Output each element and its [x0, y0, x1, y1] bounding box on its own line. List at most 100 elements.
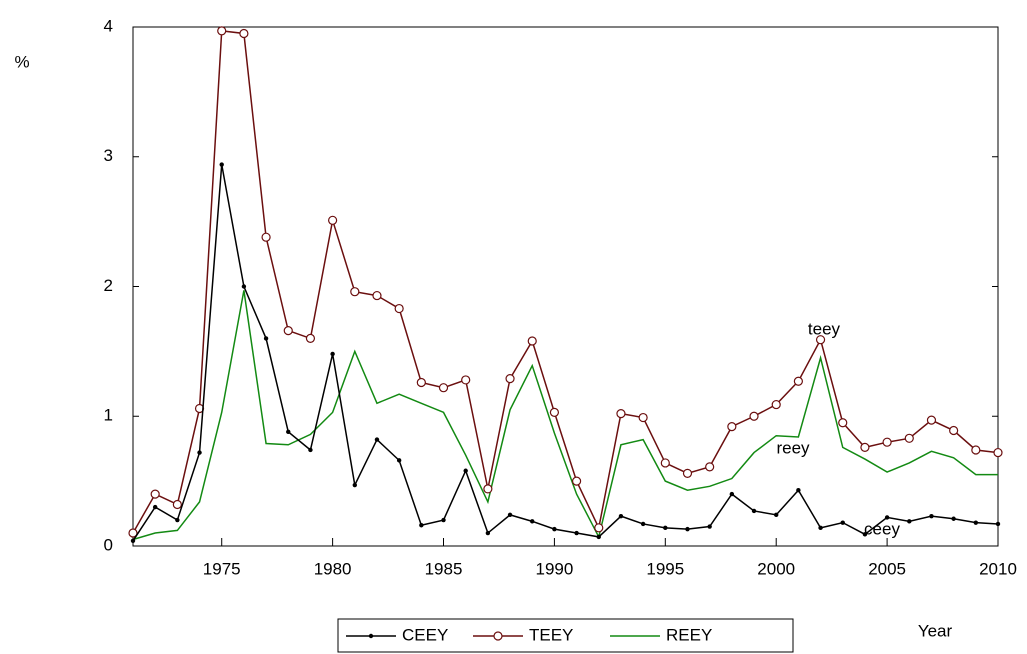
legend-marker: [493, 631, 503, 641]
y-tick-label: 2: [104, 276, 113, 295]
point: [951, 516, 956, 521]
point: [352, 482, 357, 488]
legend-label: TEEY: [529, 625, 573, 644]
x-tick-label: 2010: [979, 559, 1017, 578]
point: [505, 374, 515, 384]
annotation: ceey: [864, 519, 900, 538]
point: [705, 462, 715, 472]
point: [685, 526, 690, 532]
point: [574, 530, 579, 536]
point: [904, 433, 914, 443]
point: [995, 521, 1001, 527]
x-tick-label: 1985: [425, 559, 463, 578]
x-tick-label: 1975: [203, 559, 241, 578]
point: [308, 447, 313, 453]
point: [219, 162, 224, 167]
point: [330, 351, 335, 357]
x-tick-label: 2000: [757, 559, 795, 578]
point: [328, 215, 338, 225]
point: [416, 377, 426, 388]
series-line: [132, 164, 999, 542]
point: [130, 538, 136, 544]
point: [638, 412, 648, 423]
point: [463, 468, 468, 473]
point: [286, 429, 291, 435]
point: [616, 409, 626, 419]
point: [707, 524, 712, 529]
point: [749, 411, 759, 421]
point: [663, 525, 668, 531]
point: [973, 520, 979, 525]
point: [860, 442, 870, 452]
point: [394, 303, 404, 314]
point: [971, 445, 981, 455]
point: [796, 488, 801, 493]
legend-label: REEY: [666, 625, 712, 644]
point: [815, 335, 826, 345]
y-axis-label: %: [14, 52, 29, 71]
point: [527, 336, 537, 346]
legend-label: CEEY: [402, 625, 448, 644]
point: [350, 287, 360, 297]
point: [552, 526, 557, 532]
point: [172, 499, 182, 510]
x-tick-label: 1995: [646, 559, 684, 578]
point: [594, 523, 604, 533]
point: [128, 528, 138, 538]
annotation: reey: [776, 438, 810, 457]
x-tick-label: 1990: [535, 559, 573, 578]
y-tick-label: 1: [104, 406, 113, 425]
point: [751, 508, 757, 514]
point: [283, 326, 293, 336]
point: [818, 525, 823, 531]
series-line: [132, 30, 999, 534]
point: [438, 383, 449, 393]
point: [949, 425, 959, 436]
point: [840, 520, 845, 525]
point: [727, 422, 737, 432]
point: [241, 284, 247, 289]
point: [862, 532, 868, 537]
point: [419, 523, 424, 528]
point: [838, 418, 848, 428]
legend-box: [337, 618, 794, 653]
plot-frame: [132, 26, 999, 547]
point: [485, 530, 491, 536]
point: [461, 375, 471, 385]
point: [882, 437, 892, 447]
point: [530, 519, 535, 524]
point: [483, 484, 493, 494]
point: [729, 491, 735, 497]
x-tick-label: 1980: [314, 559, 352, 578]
point: [441, 517, 446, 523]
point: [640, 521, 646, 527]
series-line: [132, 290, 998, 541]
point: [305, 333, 316, 343]
point: [261, 232, 271, 242]
point: [571, 476, 582, 486]
point: [175, 517, 180, 523]
point: [618, 513, 624, 519]
annotation: teey: [808, 319, 841, 338]
x-tick-label: 2005: [868, 559, 906, 578]
point: [907, 519, 912, 524]
point: [771, 399, 781, 410]
y-tick-label: 0: [104, 535, 113, 554]
point: [217, 26, 227, 36]
point: [774, 512, 779, 518]
legend-marker: [368, 633, 374, 639]
point: [197, 450, 202, 455]
point: [239, 28, 249, 39]
x-axis-label: Year: [918, 621, 953, 640]
point: [150, 489, 160, 499]
point: [549, 407, 560, 417]
point: [372, 290, 382, 301]
point: [596, 534, 601, 540]
point: [396, 458, 402, 463]
point: [793, 376, 803, 386]
point: [884, 515, 890, 520]
point: [926, 415, 937, 425]
point: [682, 468, 693, 478]
y-tick-label: 3: [104, 146, 113, 165]
